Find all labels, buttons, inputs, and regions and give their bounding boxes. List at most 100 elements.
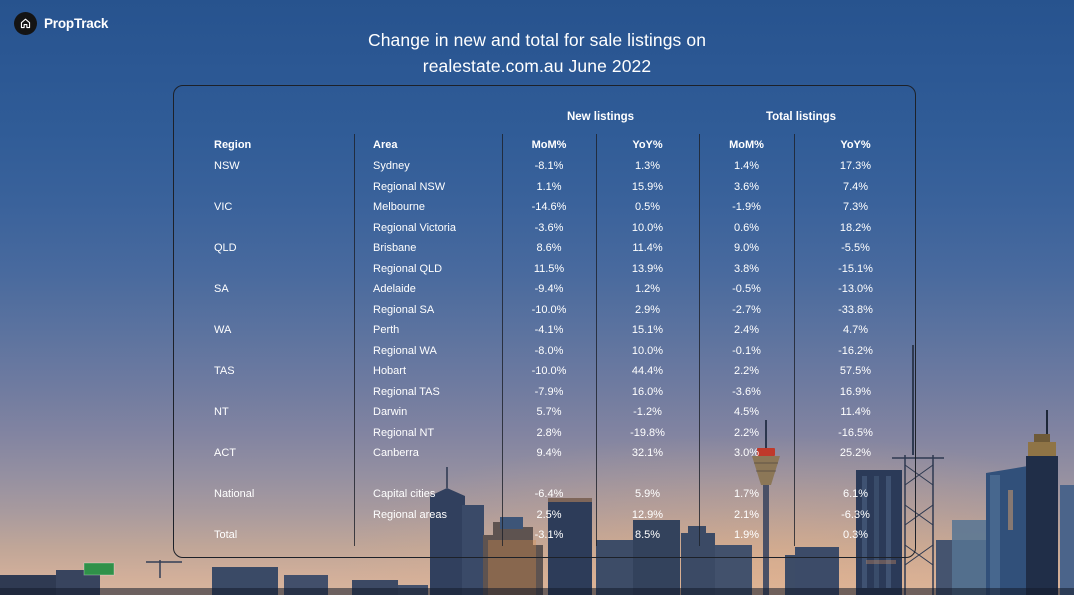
new-yoy-cell: 12.9% xyxy=(631,508,664,521)
area-cell: Capital cities xyxy=(373,488,436,501)
table-row: Regional NSW 1.1% 15.9% 3.6% 7.4% xyxy=(174,177,915,198)
new-mom-cell: 2.8% xyxy=(536,426,562,439)
region-cell: NT xyxy=(214,406,229,419)
table-row: QLD Brisbane 8.6% 11.4% 9.0% -5.5% xyxy=(174,238,915,259)
area-cell: Regional NSW xyxy=(373,180,446,193)
area-cell: Regional QLD xyxy=(373,262,443,275)
new-yoy-cell: -19.8% xyxy=(630,426,665,439)
area-cell: Brisbane xyxy=(373,242,417,255)
area-cell: Regional NT xyxy=(373,426,435,439)
group-header-row: New listings Total listings xyxy=(174,86,915,134)
total-mom-cell: 1.7% xyxy=(733,488,760,501)
area-cell: Regional Victoria xyxy=(373,221,456,234)
title-line-1: Change in new and total for sale listing… xyxy=(367,30,707,50)
table-row: Regional QLD 11.5% 13.9% 3.8% -15.1% xyxy=(174,259,915,280)
new-yoy-cell: 1.3% xyxy=(634,160,661,173)
new-mom-cell: -10.0% xyxy=(531,303,567,316)
table-row: Regional SA -10.0% 2.9% -2.7% -33.8% xyxy=(174,300,915,321)
new-yoy-cell: 8.5% xyxy=(634,529,661,542)
new-yoy-cell: 15.9% xyxy=(631,180,664,193)
total-yoy-cell: 25.2% xyxy=(839,447,872,460)
column-divider xyxy=(699,134,700,546)
area-cell: Regional TAS xyxy=(373,385,440,398)
new-yoy-cell: 5.9% xyxy=(634,488,661,501)
road-sign xyxy=(83,562,115,576)
area-cell: Melbourne xyxy=(373,201,425,214)
total-mom-cell: 3.0% xyxy=(733,447,760,460)
total-mom-cell: 3.6% xyxy=(733,180,760,193)
gold-crown-tower xyxy=(1026,410,1058,595)
crane-mast xyxy=(892,345,944,595)
column-header-new-mom: MoM% xyxy=(531,139,567,151)
table-row: Total -3.1% 8.5% 1.9% 0.3% xyxy=(174,525,915,546)
new-mom-cell: 11.5% xyxy=(533,262,565,275)
total-yoy-cell: 57.5% xyxy=(839,365,872,378)
region-cell: SA xyxy=(214,283,229,296)
total-mom-cell: 0.6% xyxy=(733,221,760,234)
area-cell: Adelaide xyxy=(373,283,416,296)
column-divider xyxy=(794,134,795,546)
group-header-total-listings: Total listings xyxy=(765,111,837,123)
area-cell: Perth xyxy=(373,324,400,337)
region-cell: WA xyxy=(214,324,232,337)
total-yoy-cell: 6.1% xyxy=(842,488,869,501)
table-row: NT Darwin 5.7% -1.2% 4.5% 11.4% xyxy=(174,402,915,423)
new-mom-cell: 2.5% xyxy=(536,508,562,521)
new-mom-cell: -4.1% xyxy=(534,324,564,337)
table-row: SA Adelaide -9.4% 1.2% -0.5% -13.0% xyxy=(174,279,915,300)
new-yoy-cell: 10.0% xyxy=(631,344,664,357)
table-row: National Capital cities -6.4% 5.9% 1.7% 6.1% xyxy=(174,484,915,505)
column-header-new-yoy: YoY% xyxy=(632,139,663,151)
region-cell: ACT xyxy=(214,447,236,460)
table-row: Regional WA -8.0% 10.0% -0.1% -16.2% xyxy=(174,341,915,362)
table-spacer-row xyxy=(174,464,915,485)
total-yoy-cell: -5.5% xyxy=(841,242,870,255)
total-yoy-cell: 0.3% xyxy=(842,529,869,542)
total-mom-cell: -0.5% xyxy=(732,283,761,296)
total-yoy-cell: 11.4% xyxy=(840,406,871,419)
total-mom-cell: -3.6% xyxy=(732,385,761,398)
region-cell: National xyxy=(214,488,255,501)
table-row: Regional areas 2.5% 12.9% 2.1% -6.3% xyxy=(174,505,915,526)
new-mom-cell: 5.7% xyxy=(536,406,562,419)
column-header-row: Region Area MoM% YoY% MoM% YoY% xyxy=(174,134,915,156)
column-divider xyxy=(354,134,355,546)
table-row: Regional NT 2.8% -19.8% 2.2% -16.5% xyxy=(174,423,915,444)
new-yoy-cell: 13.9% xyxy=(631,262,664,275)
proptrack-logo: PropTrack xyxy=(14,12,108,35)
total-mom-cell: 1.4% xyxy=(733,160,760,173)
column-header-area: Area xyxy=(373,139,398,151)
region-cell: QLD xyxy=(214,242,237,255)
new-yoy-cell: -1.2% xyxy=(633,406,662,419)
column-header-total-mom: MoM% xyxy=(729,139,764,151)
total-yoy-cell: -33.8% xyxy=(838,303,873,316)
column-divider xyxy=(502,134,503,546)
total-mom-cell: -0.1% xyxy=(732,344,761,357)
new-yoy-cell: 10.0% xyxy=(631,221,664,234)
total-mom-cell: 2.2% xyxy=(733,426,760,439)
sydney-tower xyxy=(752,420,780,595)
area-cell: Regional SA xyxy=(373,303,435,316)
table-row: TAS Hobart -10.0% 44.4% 2.2% 57.5% xyxy=(174,361,915,382)
table-row: Regional TAS -7.9% 16.0% -3.6% 16.9% xyxy=(174,382,915,403)
table-body: NSW Sydney -8.1% 1.3% 1.4% 17.3% Regional NSW 1… xyxy=(174,156,915,546)
page-title: Change in new and total for sale listing… xyxy=(0,27,1074,79)
area-cell: Hobart xyxy=(373,365,407,378)
table-row: Regional Victoria -3.6% 10.0% 0.6% 18.2% xyxy=(174,218,915,239)
area-cell: Regional areas xyxy=(373,508,447,521)
new-mom-cell: -7.9% xyxy=(534,385,564,398)
new-yoy-cell: 0.5% xyxy=(634,201,661,214)
new-mom-cell: -8.1% xyxy=(534,160,564,173)
column-header-total-yoy: YoY% xyxy=(840,139,871,151)
region-cell: NSW xyxy=(214,160,240,173)
total-mom-cell: -1.9% xyxy=(732,201,761,214)
total-mom-cell: 3.8% xyxy=(733,262,760,275)
total-yoy-cell: -16.5% xyxy=(838,426,873,439)
new-mom-cell: 9.4% xyxy=(536,447,562,460)
new-yoy-cell: 16.0% xyxy=(631,385,664,398)
listings-table-panel: New listings Total listings Region Area … xyxy=(173,85,916,558)
new-yoy-cell: 11.4% xyxy=(632,242,663,255)
total-yoy-cell: 18.2% xyxy=(839,221,872,234)
new-mom-cell: -10.0% xyxy=(531,365,567,378)
total-mom-cell: 9.0% xyxy=(733,242,760,255)
